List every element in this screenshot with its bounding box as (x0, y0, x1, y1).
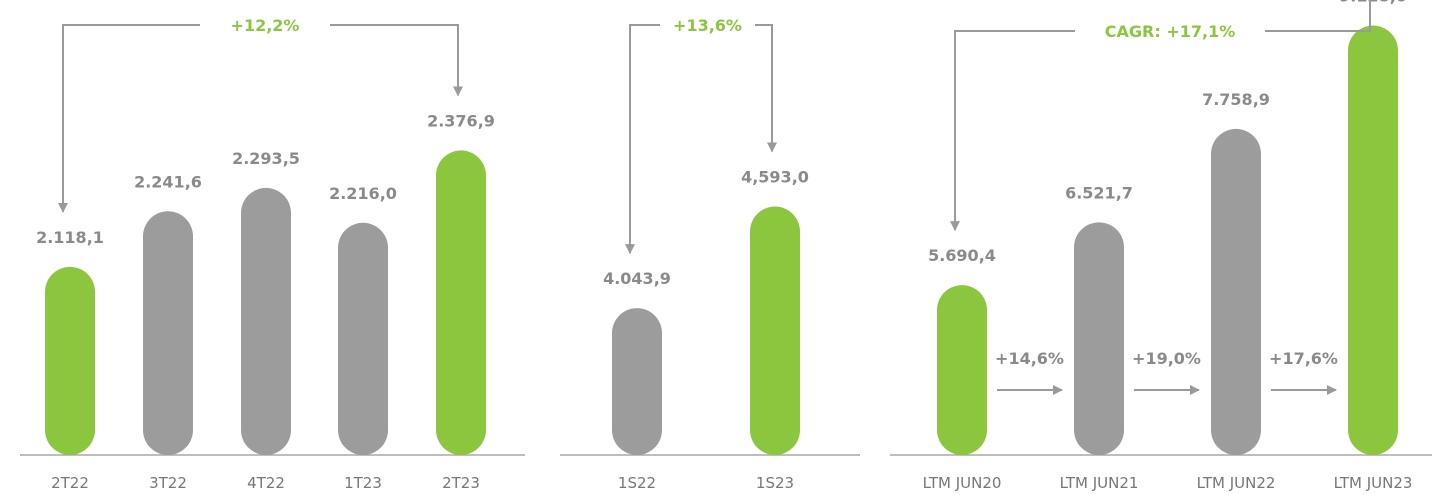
bracket-arrow-left (950, 30, 1075, 232)
bar-ltm-jun23 (1348, 25, 1398, 455)
value-label-1s22: 4.043,9 (603, 269, 671, 288)
category-label-2t23: 2T23 (442, 474, 480, 492)
bar-ltm-jun21 (1074, 222, 1124, 455)
category-label-ltm-jun20: LTM JUN20 (923, 474, 1002, 492)
category-label-ltm-jun22: LTM JUN22 (1197, 474, 1276, 492)
category-label-3t22: 3T22 (149, 474, 187, 492)
value-label-4t22: 2.293,5 (232, 149, 300, 168)
bar-ltm-jun22 (1211, 128, 1261, 456)
charts-layer: 2.118,1 2T22 2.241,6 3T22 2.293,5 4T22 2.216,0… (20, 0, 1432, 492)
chart-panel-1: 2.118,1 2T22 2.241,6 3T22 2.293,5 4T22 2.216,0… (20, 16, 525, 492)
change-label: +13,6% (673, 16, 742, 35)
category-label-1s22: 1S22 (618, 474, 656, 492)
bracket-arrow-right (1265, 0, 1371, 32)
bar-1t23 (338, 222, 388, 455)
bar-3t22 (143, 211, 193, 455)
category-label-1s23: 1S23 (756, 474, 794, 492)
category-label-ltm-jun21: LTM JUN21 (1060, 474, 1139, 492)
bar-1s23 (750, 206, 800, 455)
bar-2t23 (436, 150, 486, 455)
change-label: +12,2% (231, 16, 300, 35)
growth-label-2: +19,0% (1132, 349, 1201, 368)
category-label-2t22: 2T22 (51, 474, 89, 492)
change-label: CAGR: +17,1% (1105, 22, 1235, 41)
value-label-1s23: 4,593,0 (741, 168, 809, 187)
bracket-arrow-right (755, 24, 777, 153)
value-label-2t23: 2.376,9 (427, 111, 495, 130)
growth-label-1: +14,6% (995, 349, 1064, 368)
value-label-ltm-jun23: 9.128,0 (1339, 0, 1407, 6)
bracket-arrow-left (58, 24, 200, 213)
value-label-ltm-jun22: 7.758,9 (1202, 90, 1270, 109)
category-label-ltm-jun23: LTM JUN23 (1334, 474, 1413, 492)
bar-4t22 (241, 187, 291, 456)
value-label-3t22: 2.241,6 (134, 172, 202, 191)
value-label-ltm-jun20: 5.690,4 (928, 246, 996, 265)
bar-2t22 (45, 266, 95, 455)
category-label-1t23: 1T23 (344, 474, 382, 492)
bar-ltm-jun20 (937, 285, 987, 455)
bracket-arrow-right (330, 24, 463, 97)
chart-panel-3: 5.690,4 LTM JUN20 6.521,7 LTM JUN21 7.758,9 L… (890, 0, 1432, 492)
value-label-1t23: 2.216,0 (329, 184, 397, 203)
value-label-ltm-jun21: 6.521,7 (1065, 183, 1133, 202)
value-label-2t22: 2.118,1 (36, 228, 104, 247)
bracket-arrow-left (625, 24, 660, 255)
category-label-4t22: 4T22 (247, 474, 285, 492)
bar-1s22 (612, 308, 662, 455)
growth-label-3: +17,6% (1269, 349, 1338, 368)
chart-panel-2: 4.043,9 1S22 4,593,0 1S23 +13,6% (560, 16, 860, 492)
